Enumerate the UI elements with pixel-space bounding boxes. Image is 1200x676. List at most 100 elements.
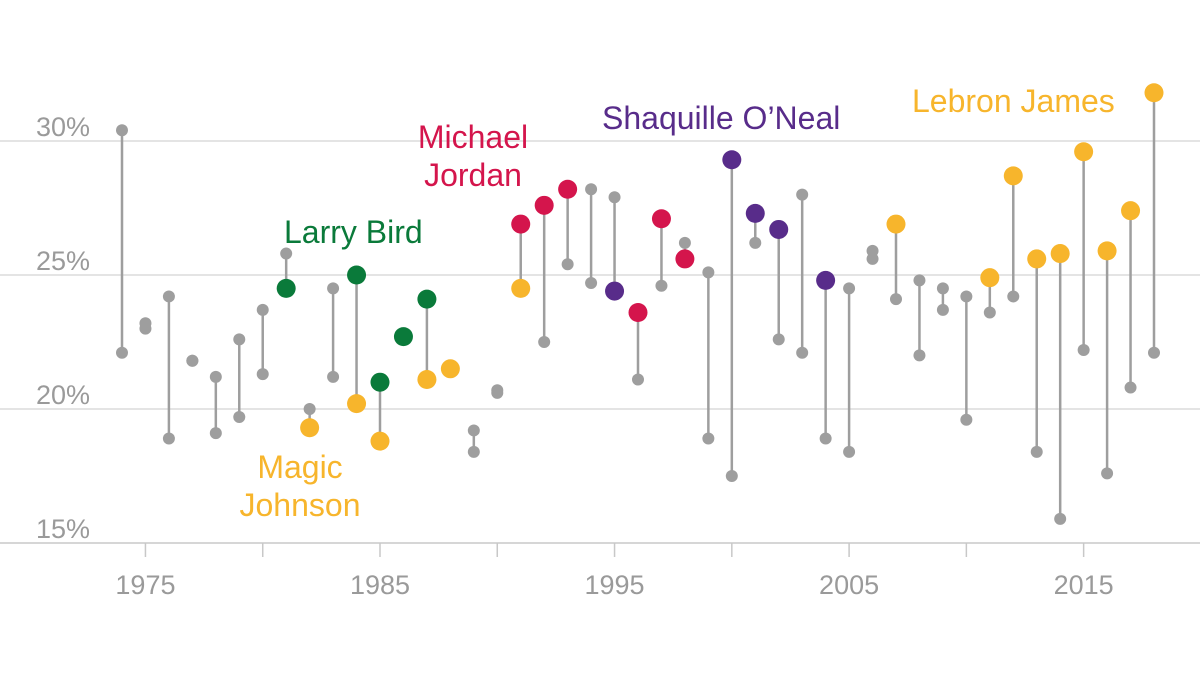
season-dot-1983-low bbox=[327, 370, 340, 383]
season-dot-2010-high bbox=[960, 290, 973, 303]
season-dot-2012-low bbox=[1007, 290, 1020, 303]
star-dot-jordan-1997 bbox=[651, 209, 671, 229]
season-dot-1992-low bbox=[538, 336, 551, 348]
star-dot-jordan-1991 bbox=[511, 214, 531, 234]
season-dot-2008-low bbox=[913, 349, 926, 362]
player-label-larry-bird: Larry Bird bbox=[284, 214, 423, 250]
star-dot-lebron-2017 bbox=[1121, 201, 1141, 221]
star-dot-magic-1991 bbox=[511, 278, 531, 298]
season-dot-1979-high bbox=[233, 333, 246, 346]
season-dot-2006-low bbox=[866, 252, 879, 265]
season-dot-1976-high bbox=[162, 290, 175, 303]
season-dot-2009-high bbox=[936, 282, 949, 295]
season-dot-1990-low bbox=[491, 386, 504, 399]
star-dot-magic-1988 bbox=[440, 359, 460, 379]
star-dot-jordan-1996 bbox=[628, 303, 648, 323]
x-axis: 1975 1985 1995 2005 2015 bbox=[0, 542, 1200, 600]
season-dot-2003-high bbox=[796, 188, 809, 201]
star-dot-jordan-1998 bbox=[675, 249, 695, 269]
season-dot-1989-low bbox=[467, 445, 480, 458]
season-dot-1976-low bbox=[162, 432, 175, 445]
season-dot-2016-low bbox=[1101, 467, 1114, 480]
season-dot-1980-low bbox=[256, 368, 269, 381]
x-tick-label: 2015 bbox=[1054, 570, 1114, 600]
y-axis-labels: 15% 20% 25% 30% bbox=[36, 112, 90, 544]
star-dot-shaq-2004 bbox=[816, 270, 836, 290]
star-dot-lebron-2015 bbox=[1074, 142, 1094, 162]
season-dot-2004-low bbox=[819, 432, 832, 445]
season-dot-1982-high bbox=[303, 403, 316, 415]
player-label-line: Johnson bbox=[240, 487, 361, 523]
season-dot-1999-low bbox=[702, 432, 715, 445]
star-dot-bird-1987 bbox=[417, 289, 437, 309]
season-dot-2018-low bbox=[1148, 346, 1160, 359]
gridlines bbox=[0, 140, 1200, 410]
season-dot-1998-high bbox=[678, 236, 691, 249]
star-dot-shaq-1995 bbox=[605, 281, 625, 301]
season-dot-2009-low bbox=[936, 303, 949, 316]
star-dot-lebron-2016 bbox=[1097, 241, 1117, 261]
season-dot-1977-low bbox=[186, 354, 199, 367]
player-label-shaquille-o-neal: Shaquille O’Neal bbox=[602, 100, 840, 136]
season-dot-2005-high bbox=[843, 282, 856, 295]
season-dot-1989-high bbox=[467, 424, 480, 437]
season-dot-2010-low bbox=[960, 413, 973, 426]
player-label-michael-jordan: Michael Jordan bbox=[418, 119, 528, 193]
season-dot-2002-low bbox=[772, 333, 785, 346]
season-dot-2005-low bbox=[843, 445, 856, 458]
player-label-line: Larry Bird bbox=[284, 214, 423, 250]
star-dot-jordan-1992 bbox=[534, 195, 554, 215]
season-dot-1995-high bbox=[608, 191, 621, 204]
player-label-line: Shaquille O’Neal bbox=[602, 100, 840, 136]
season-dot-1978-low bbox=[209, 427, 222, 440]
season-dot-2000-low bbox=[725, 470, 738, 482]
star-dot-lebron-2014 bbox=[1050, 244, 1070, 264]
season-dot-2008-high bbox=[913, 274, 926, 287]
y-tick-label: 15% bbox=[36, 514, 90, 544]
y-tick-label: 30% bbox=[36, 112, 90, 142]
player-label-lebron-james: Lebron James bbox=[912, 83, 1115, 119]
season-dot-1975-low bbox=[139, 322, 152, 335]
star-dot-jordan-1993 bbox=[558, 179, 578, 199]
star-dot-lebron-2018 bbox=[1144, 83, 1164, 103]
star-dot-bird-1985 bbox=[370, 372, 390, 392]
player-label-line: Lebron James bbox=[912, 83, 1115, 119]
star-dot-bird-1984 bbox=[347, 265, 367, 285]
season-dot-1980-high bbox=[256, 303, 269, 316]
season-dot-2015-low bbox=[1077, 344, 1090, 357]
player-label-magic-johnson: Magic Johnson bbox=[240, 449, 361, 523]
y-tick-label: 25% bbox=[36, 246, 90, 276]
season-dot-1994-low bbox=[585, 277, 598, 290]
season-dot-2003-low bbox=[796, 346, 809, 359]
season-dot-2007-low bbox=[890, 293, 902, 306]
star-dot-magic-1985 bbox=[370, 431, 390, 451]
star-dot-bird-1986 bbox=[393, 327, 413, 347]
star-dot-lebron-2007 bbox=[886, 214, 906, 234]
season-dot-2017-low bbox=[1124, 381, 1137, 394]
star-dot-lebron-2013 bbox=[1027, 249, 1047, 269]
season-dot-1979-low bbox=[233, 411, 246, 424]
season-dot-1997-low bbox=[655, 279, 668, 292]
y-tick-label: 20% bbox=[36, 380, 90, 410]
x-tick-label: 1985 bbox=[350, 570, 410, 600]
star-dot-magic-1982 bbox=[300, 418, 320, 438]
season-dot-1974-high bbox=[116, 124, 128, 137]
star-dot-shaq-2002 bbox=[769, 219, 789, 239]
season-dots bbox=[116, 83, 1164, 525]
star-dot-magic-1984 bbox=[347, 394, 367, 414]
season-dot-2013-low bbox=[1030, 445, 1043, 458]
x-tick-label: 2005 bbox=[819, 570, 879, 600]
season-dot-1983-high bbox=[327, 282, 340, 295]
season-dot-2014-low bbox=[1054, 512, 1067, 525]
season-dot-1993-low bbox=[561, 258, 574, 271]
season-dot-1974-low bbox=[116, 346, 128, 359]
star-dot-bird-1981 bbox=[276, 278, 296, 298]
season-dot-2011-low bbox=[983, 306, 996, 319]
star-dot-shaq-2001 bbox=[745, 203, 765, 223]
player-labels: Larry Bird Magic Johnson Michael Jordan Shaqu… bbox=[240, 83, 1115, 523]
x-tick-label: 1975 bbox=[115, 570, 175, 600]
season-dot-1981-high bbox=[280, 247, 293, 260]
star-dot-lebron-2011 bbox=[980, 268, 1000, 288]
season-dot-1996-low bbox=[632, 373, 644, 386]
